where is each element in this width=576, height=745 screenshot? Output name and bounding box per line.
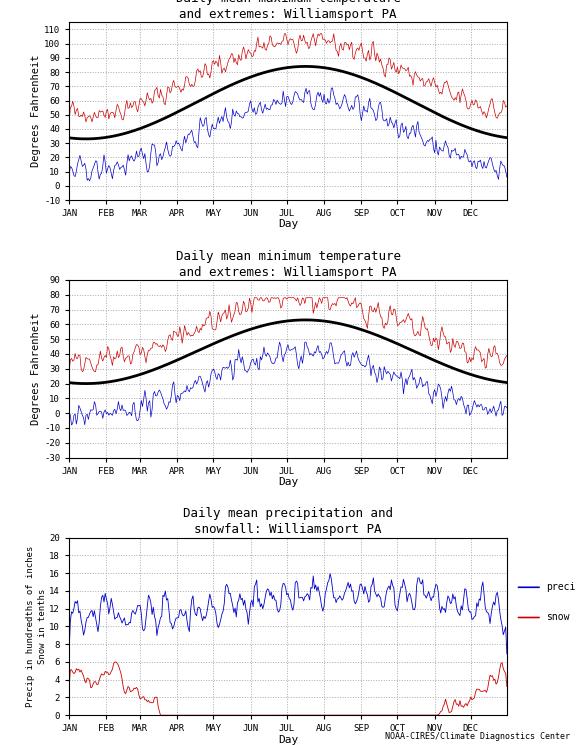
Title: Daily mean precipitation and
snowfall: Williamsport PA: Daily mean precipitation and snowfall: W…	[183, 507, 393, 536]
Y-axis label: Precip in hundredths of inches
Snow in tenths: Precip in hundredths of inches Snow in t…	[26, 546, 47, 707]
Text: precip: precip	[546, 583, 576, 592]
X-axis label: Day: Day	[278, 735, 298, 744]
X-axis label: Day: Day	[278, 220, 298, 229]
Text: snow: snow	[546, 612, 570, 623]
Title: Daily mean maximum temperature
and extremes: Williamsport PA: Daily mean maximum temperature and extre…	[176, 0, 400, 21]
Title: Daily mean minimum temperature
and extremes: Williamsport PA: Daily mean minimum temperature and extre…	[176, 250, 400, 279]
Text: NOAA-CIRES/Climate Diagnostics Center: NOAA-CIRES/Climate Diagnostics Center	[385, 732, 570, 741]
Y-axis label: Degrees Fahrenheit: Degrees Fahrenheit	[31, 312, 41, 425]
Y-axis label: Degrees Fahrenheit: Degrees Fahrenheit	[31, 55, 41, 168]
X-axis label: Day: Day	[278, 477, 298, 487]
